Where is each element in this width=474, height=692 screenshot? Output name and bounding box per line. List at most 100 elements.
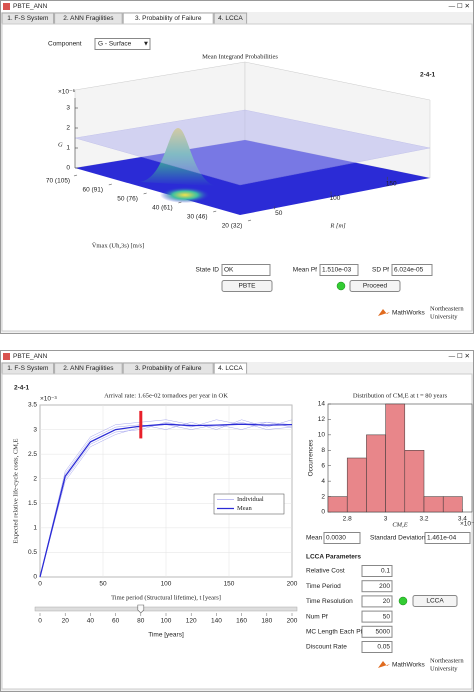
mathworks-icon — [378, 309, 390, 316]
x-axis-label: CM,E — [392, 521, 407, 528]
y-tick-label: 2 — [33, 475, 37, 482]
button[interactable] — [221, 280, 273, 292]
histogram-bar — [366, 434, 386, 513]
stat-label: Mean — [306, 535, 323, 542]
slider-label: Time [years] — [148, 632, 184, 639]
title-bar — [1, 1, 473, 12]
y-tick-label: 0.5 — [28, 549, 37, 556]
field-value-box[interactable] — [221, 264, 271, 276]
z-tick-label: 0 — [66, 165, 70, 172]
dropdown-arrow: ▼ — [143, 41, 149, 48]
chart-title: Mean Integrand Probabilities — [202, 53, 278, 60]
param-value-box[interactable] — [361, 580, 393, 593]
param-label: MC Length Each Pf — [306, 629, 363, 636]
title-bar — [1, 351, 473, 362]
param-value-box[interactable] — [361, 625, 393, 638]
stat-label: Standard Deviation — [370, 535, 426, 542]
field-value-box[interactable] — [391, 264, 433, 276]
y-tick-label: 0 — [33, 574, 37, 581]
x-tick-label: 60 (91) — [82, 187, 103, 194]
param-label: Discount Rate — [306, 644, 347, 651]
param-value-box[interactable] — [361, 610, 393, 623]
individual-line — [39, 419, 293, 578]
x-axis-label: Time period (Structural lifetime), t [ye… — [111, 594, 221, 601]
floor-contour — [160, 187, 210, 203]
field-value: 6.024e-05 — [394, 267, 424, 274]
slider-tick-label: 20 — [62, 618, 70, 625]
y-tick-label: 1 — [33, 525, 37, 532]
button[interactable] — [412, 595, 458, 607]
field-label: SD Pf — [372, 267, 389, 274]
x-tick-label: 3.2 — [419, 516, 428, 523]
param-value: 5000 — [376, 629, 391, 636]
param-value: 20 — [383, 598, 391, 605]
z-multiplier: ×10⁻⁶ — [58, 89, 75, 96]
y-tick-label: 12 — [318, 416, 326, 423]
y-tick-label: 1.5 — [28, 500, 37, 507]
x-tick-label: 50 — [99, 581, 107, 588]
logo-university: University — [430, 665, 458, 672]
button-label: Proceed — [363, 283, 388, 290]
slider-tick-label: 200 — [287, 618, 298, 625]
tab-label: 1. F-S System — [7, 15, 48, 22]
slider-thumb[interactable] — [137, 604, 145, 614]
x-tick-label: 20 (32) — [222, 223, 243, 230]
app-icon — [3, 353, 10, 360]
button[interactable] — [349, 280, 401, 292]
histogram-bar — [327, 496, 348, 513]
tab-label: 1. F-S System — [7, 365, 48, 372]
x-tick-label: 3 — [384, 516, 388, 523]
dropdown-value: G - Surface — [98, 41, 132, 48]
dropdown[interactable] — [94, 38, 151, 50]
z-tick-label: 1 — [66, 145, 70, 152]
z-tick-label: 2 — [66, 125, 70, 132]
x-tick-label: 200 — [287, 581, 298, 588]
tab-label: 3. Probability of Failure — [135, 365, 202, 372]
param-label: Relative Cost — [306, 568, 345, 575]
param-value: 0.1 — [381, 568, 390, 575]
status-light — [336, 281, 346, 291]
y-axis-label: Expected relative life-cycle costs, CM,E — [12, 438, 19, 543]
param-value-box[interactable] — [361, 595, 393, 608]
logo-university: University — [430, 313, 458, 320]
slider-tick-label: 160 — [236, 618, 247, 625]
param-value: 0.05 — [377, 644, 390, 651]
field-value-box[interactable] — [319, 264, 359, 276]
y-tick-label: 3.5 — [28, 402, 37, 409]
x-axis-label: V̄max (Uh,3s) [m/s] — [92, 242, 145, 249]
slider-tick-label: 80 — [137, 618, 145, 625]
y-tick-label: 3 — [33, 426, 37, 433]
stat-value-box[interactable] — [424, 532, 471, 544]
tab-label: 4. LCCA — [218, 365, 243, 372]
y-tick-label: 4 — [321, 478, 325, 485]
param-value: 50 — [383, 613, 391, 620]
y-tick-label: 2.5 — [28, 451, 37, 458]
x-tick-label: 100 — [161, 581, 172, 588]
panel-id: 2-4-1 — [420, 72, 436, 79]
param-value: 200 — [379, 583, 390, 590]
x-tick — [178, 201, 182, 204]
slider-tick-label: 60 — [112, 618, 120, 625]
param-label: Time Period — [306, 583, 341, 590]
y-tick-label: 2 — [321, 493, 325, 500]
mean-line — [39, 423, 293, 578]
stat-value: 0.0030 — [326, 535, 346, 542]
x-tick-label: 50 (76) — [117, 196, 138, 203]
y-tick-label: 150 — [386, 181, 397, 188]
x-tick-label: 40 (61) — [152, 205, 173, 212]
stat-value-box[interactable] — [323, 532, 361, 544]
individual-line — [39, 419, 293, 578]
param-value-box[interactable] — [361, 565, 393, 577]
param-label: Num Pf — [306, 613, 328, 620]
legend-label: Mean — [237, 505, 253, 512]
slider-tick-label: 180 — [261, 618, 272, 625]
param-value-box[interactable] — [361, 641, 393, 653]
x-tick-label: 0 — [38, 581, 42, 588]
slider-track[interactable] — [34, 606, 298, 612]
slider-tick-label: 0 — [38, 618, 42, 625]
y-tick-label: 6 — [321, 462, 325, 469]
histogram-bar — [442, 496, 463, 513]
y-axis-label: Occurrences — [308, 439, 315, 477]
x-tick-label: 70 (105) — [46, 178, 70, 185]
chart-title: Distribution of CM,E at t = 80 years — [353, 392, 448, 399]
